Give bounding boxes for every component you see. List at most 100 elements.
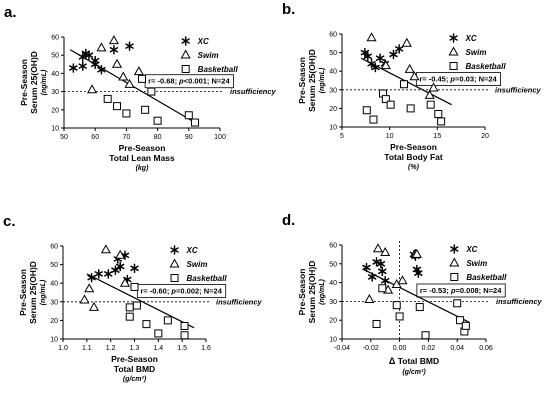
y-tick-label: 50 (329, 261, 337, 268)
point-basketball (421, 331, 430, 340)
stats-annotation: r= -0.53; p=0.008; N=24 (420, 286, 502, 295)
panel-c: c. 10 20 30 40 50 60 1.0 1.1 1.2 1.3 1.4 1.5 1.6 Pre-S… (3, 213, 263, 383)
point-basketball (369, 115, 378, 124)
y-tick-label: 50 (50, 262, 58, 269)
y-tick-label: 10 (329, 125, 337, 132)
point-swim (79, 294, 90, 304)
point-xc (367, 59, 376, 69)
point-swim (404, 63, 415, 73)
x-tick-label: 15 (433, 133, 441, 140)
point-swim (380, 246, 391, 257)
series-xc (360, 44, 404, 73)
x-tick-label: 70 (123, 134, 131, 141)
y-tick-label: 50 (51, 53, 59, 60)
series-swim (87, 35, 144, 94)
legend-label-basketball: Basketball (466, 62, 507, 71)
x-tick-label: 0.00 (393, 345, 407, 352)
point-basketball (141, 105, 150, 114)
point-basketball (378, 284, 387, 293)
point-swim (366, 32, 377, 42)
legend-label-basketball: Basketball (466, 273, 507, 282)
point-basketball (372, 319, 381, 328)
point-xc (125, 41, 134, 51)
legend-label-swim: Swim (466, 48, 487, 57)
legend-marker-basketball (170, 274, 179, 282)
x-axis-unit: (kg) (136, 165, 150, 172)
point-xc (368, 272, 377, 282)
point-xc (375, 53, 385, 63)
legend-marker-basketball (449, 62, 458, 70)
series-basketball (362, 80, 446, 126)
y-tick-label: 10 (329, 337, 337, 344)
insufficiency-label: insufficiency (496, 297, 543, 306)
point-swim (118, 71, 129, 81)
panel-label: c. (3, 213, 16, 230)
stats-annotation: r= -0.45; p=0.03; N=24 (419, 75, 497, 84)
point-swim (397, 275, 408, 285)
point-xc (389, 49, 398, 60)
point-xc (90, 59, 100, 70)
insufficiency-label: insufficiency (230, 87, 277, 96)
point-swim (372, 243, 384, 253)
y-tick-label: 10 (50, 337, 58, 344)
point-basketball (130, 282, 139, 291)
point-swim (424, 89, 435, 99)
point-xc (87, 272, 96, 283)
point-basketball (381, 95, 390, 104)
point-basketball (456, 316, 465, 325)
point-swim (119, 277, 131, 287)
x-tick-label: 100 (214, 134, 226, 141)
x-axis-title: Pre-Season Total Lean Mass (109, 143, 175, 163)
point-basketball (103, 94, 112, 103)
legend-label-swim: Swim (187, 260, 208, 269)
series-basketball (125, 282, 189, 340)
insufficiency-label: insufficiency (216, 297, 263, 306)
point-basketball (406, 104, 415, 113)
point-basketball (453, 299, 462, 308)
series-xc (87, 250, 139, 285)
point-xc (78, 61, 87, 71)
regression-line (86, 273, 195, 329)
x-axis-title: Pre-Season Total BMD (111, 354, 158, 374)
point-swim (401, 37, 412, 47)
point-xc (69, 63, 78, 73)
y-tick-label: 20 (51, 107, 59, 114)
y-axis-unit: (ng/mL) (40, 279, 47, 305)
point-basketball (362, 106, 371, 115)
legend-marker-swim (169, 258, 180, 268)
y-tick-label: 10 (51, 126, 59, 133)
x-tick-label: 0.04 (450, 345, 464, 352)
x-tick-label: 5 (340, 133, 344, 140)
point-swim (87, 84, 98, 94)
legend-label-swim: Swim (466, 259, 487, 268)
y-tick-label: 30 (329, 299, 337, 306)
point-basketball (415, 303, 424, 312)
x-axis-unit: (%) (408, 164, 420, 171)
point-swim (428, 82, 439, 92)
series-xc (69, 41, 134, 75)
point-xc (84, 50, 94, 60)
x-tick-label: 1.3 (130, 345, 140, 352)
x-axis-unit: (g/cm²) (402, 369, 426, 376)
point-basketball (399, 80, 408, 89)
series-xc (362, 249, 423, 286)
y-tick-label: 20 (329, 106, 337, 113)
point-basketball (180, 331, 189, 340)
point-swim (88, 301, 100, 311)
x-tick-label: 0.02 (422, 345, 436, 352)
series-basketball (103, 74, 200, 127)
series-swim (79, 244, 131, 311)
point-swim (124, 78, 135, 88)
point-basketball (163, 316, 172, 325)
legend-label-xc: XC (465, 34, 477, 43)
point-xc (109, 44, 119, 55)
x-tick-label: 1.6 (201, 345, 211, 352)
x-axis-title: Pre-Season Total Body Fat (384, 142, 443, 162)
point-xc (371, 62, 380, 73)
insufficiency-label: insufficiency (495, 85, 542, 94)
point-swim (411, 248, 422, 258)
y-axis-title: Pre-SeasonSerum 25(OH)D (ng/mL) (18, 261, 47, 324)
point-xc (376, 259, 386, 269)
point-basketball (180, 321, 189, 330)
point-basketball (386, 100, 395, 109)
